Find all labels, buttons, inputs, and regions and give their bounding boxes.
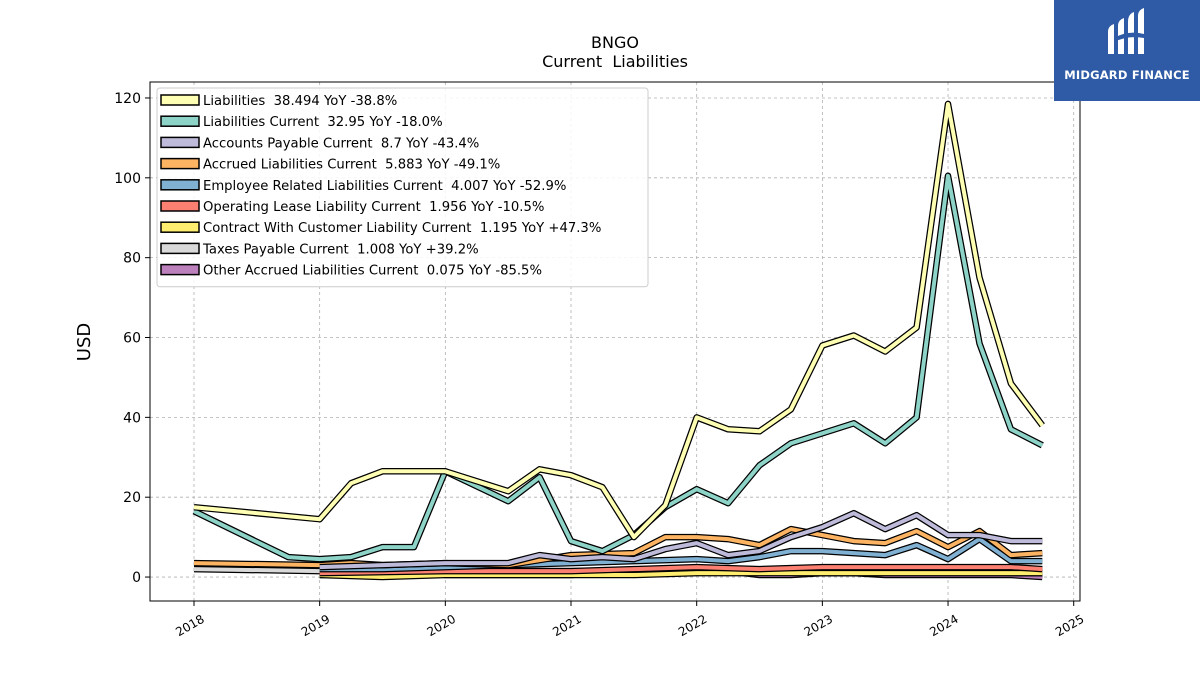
legend-label: Liabilities 38.494 YoY -38.8% xyxy=(203,94,397,109)
legend: Liabilities 38.494 YoY -38.8% Liabilities… xyxy=(156,87,649,288)
series-line-6 xyxy=(319,569,1043,581)
x-tick-label: 2021 xyxy=(550,612,583,639)
legend-item: Taxes Payable Current 1.008 YoY +39.2% xyxy=(160,242,479,257)
legend-swatch xyxy=(160,179,200,191)
legend-label: Contract With Customer Liability Current… xyxy=(203,221,601,236)
legend-item: Liabilities Current 32.95 YoY -18.0% xyxy=(160,115,443,130)
legend-item: Liabilities 38.494 YoY -38.8% xyxy=(160,94,397,109)
y-tick-label: 80 xyxy=(123,251,141,267)
legend-box xyxy=(156,87,649,288)
y-tick-label: 60 xyxy=(123,331,141,347)
x-tick-label: 2023 xyxy=(802,612,835,639)
legend-swatch xyxy=(160,221,200,233)
series-stroke xyxy=(319,511,1043,570)
brand-name: MIDGARD FINANCE xyxy=(1064,68,1190,82)
series-line-2 xyxy=(319,509,1043,571)
legend-swatch xyxy=(160,263,200,276)
y-tick-label: 100 xyxy=(114,171,141,187)
y-tick-label: 0 xyxy=(132,570,141,586)
series-stroke xyxy=(193,102,1044,540)
legend-label: Employee Related Liabilities Current 4.0… xyxy=(203,179,566,194)
series-stroke xyxy=(319,565,1043,576)
legend-label: Operating Lease Liability Current 1.956 … xyxy=(203,200,544,215)
legend-item: Other Accrued Liabilities Current 0.075 … xyxy=(160,263,542,279)
legend-swatch xyxy=(160,136,200,149)
chart-subtitle: Current Liabilities xyxy=(542,52,688,71)
y-tick-label: 40 xyxy=(123,410,141,426)
legend-swatch xyxy=(160,115,200,127)
x-tick-label: 2019 xyxy=(299,612,332,639)
x-tick-label: 2018 xyxy=(173,612,206,639)
x-tick-label: 2022 xyxy=(676,612,709,639)
legend-item: Operating Lease Liability Current 1.956 … xyxy=(160,200,544,215)
series-layer xyxy=(192,100,1045,581)
series-line-0 xyxy=(193,100,1045,541)
legend-item: Contract With Customer Liability Current… xyxy=(160,221,601,236)
chart-title: BNGO xyxy=(591,33,639,52)
legend-swatch xyxy=(160,242,200,255)
plot-frame xyxy=(149,81,1081,602)
legend-label: Other Accrued Liabilities Current 0.075 … xyxy=(203,264,542,279)
series-line-5 xyxy=(319,563,1043,577)
legend-label: Accrued Liabilities Current 5.883 YoY -4… xyxy=(203,158,500,173)
series-stroke xyxy=(319,571,1043,579)
brand-logo: MIDGARD FINANCE xyxy=(1054,0,1200,101)
legend-item: Accrued Liabilities Current 5.883 YoY -4… xyxy=(160,157,500,173)
legend-swatch xyxy=(160,94,200,106)
legend-label: Accounts Payable Current 8.7 YoY -43.4% xyxy=(203,136,479,151)
legend-item: Accounts Payable Current 8.7 YoY -43.4% xyxy=(160,136,479,151)
y-tick-label: 120 xyxy=(114,91,141,107)
legend-label: Liabilities Current 32.95 YoY -18.0% xyxy=(203,115,443,130)
legend-label: Taxes Payable Current 1.008 YoY +39.2% xyxy=(202,242,479,257)
x-tick-label: 2020 xyxy=(425,612,458,639)
legend-swatch xyxy=(160,200,200,212)
legend-swatch xyxy=(160,157,200,170)
legend-item: Employee Related Liabilities Current 4.0… xyxy=(160,179,566,194)
y-tick-label: 20 xyxy=(123,490,141,506)
x-tick-label: 2024 xyxy=(927,612,960,639)
logo-mark-icon xyxy=(1108,8,1144,54)
x-tick-label: 2025 xyxy=(1053,612,1086,639)
y-axis-label: USD xyxy=(74,323,95,361)
